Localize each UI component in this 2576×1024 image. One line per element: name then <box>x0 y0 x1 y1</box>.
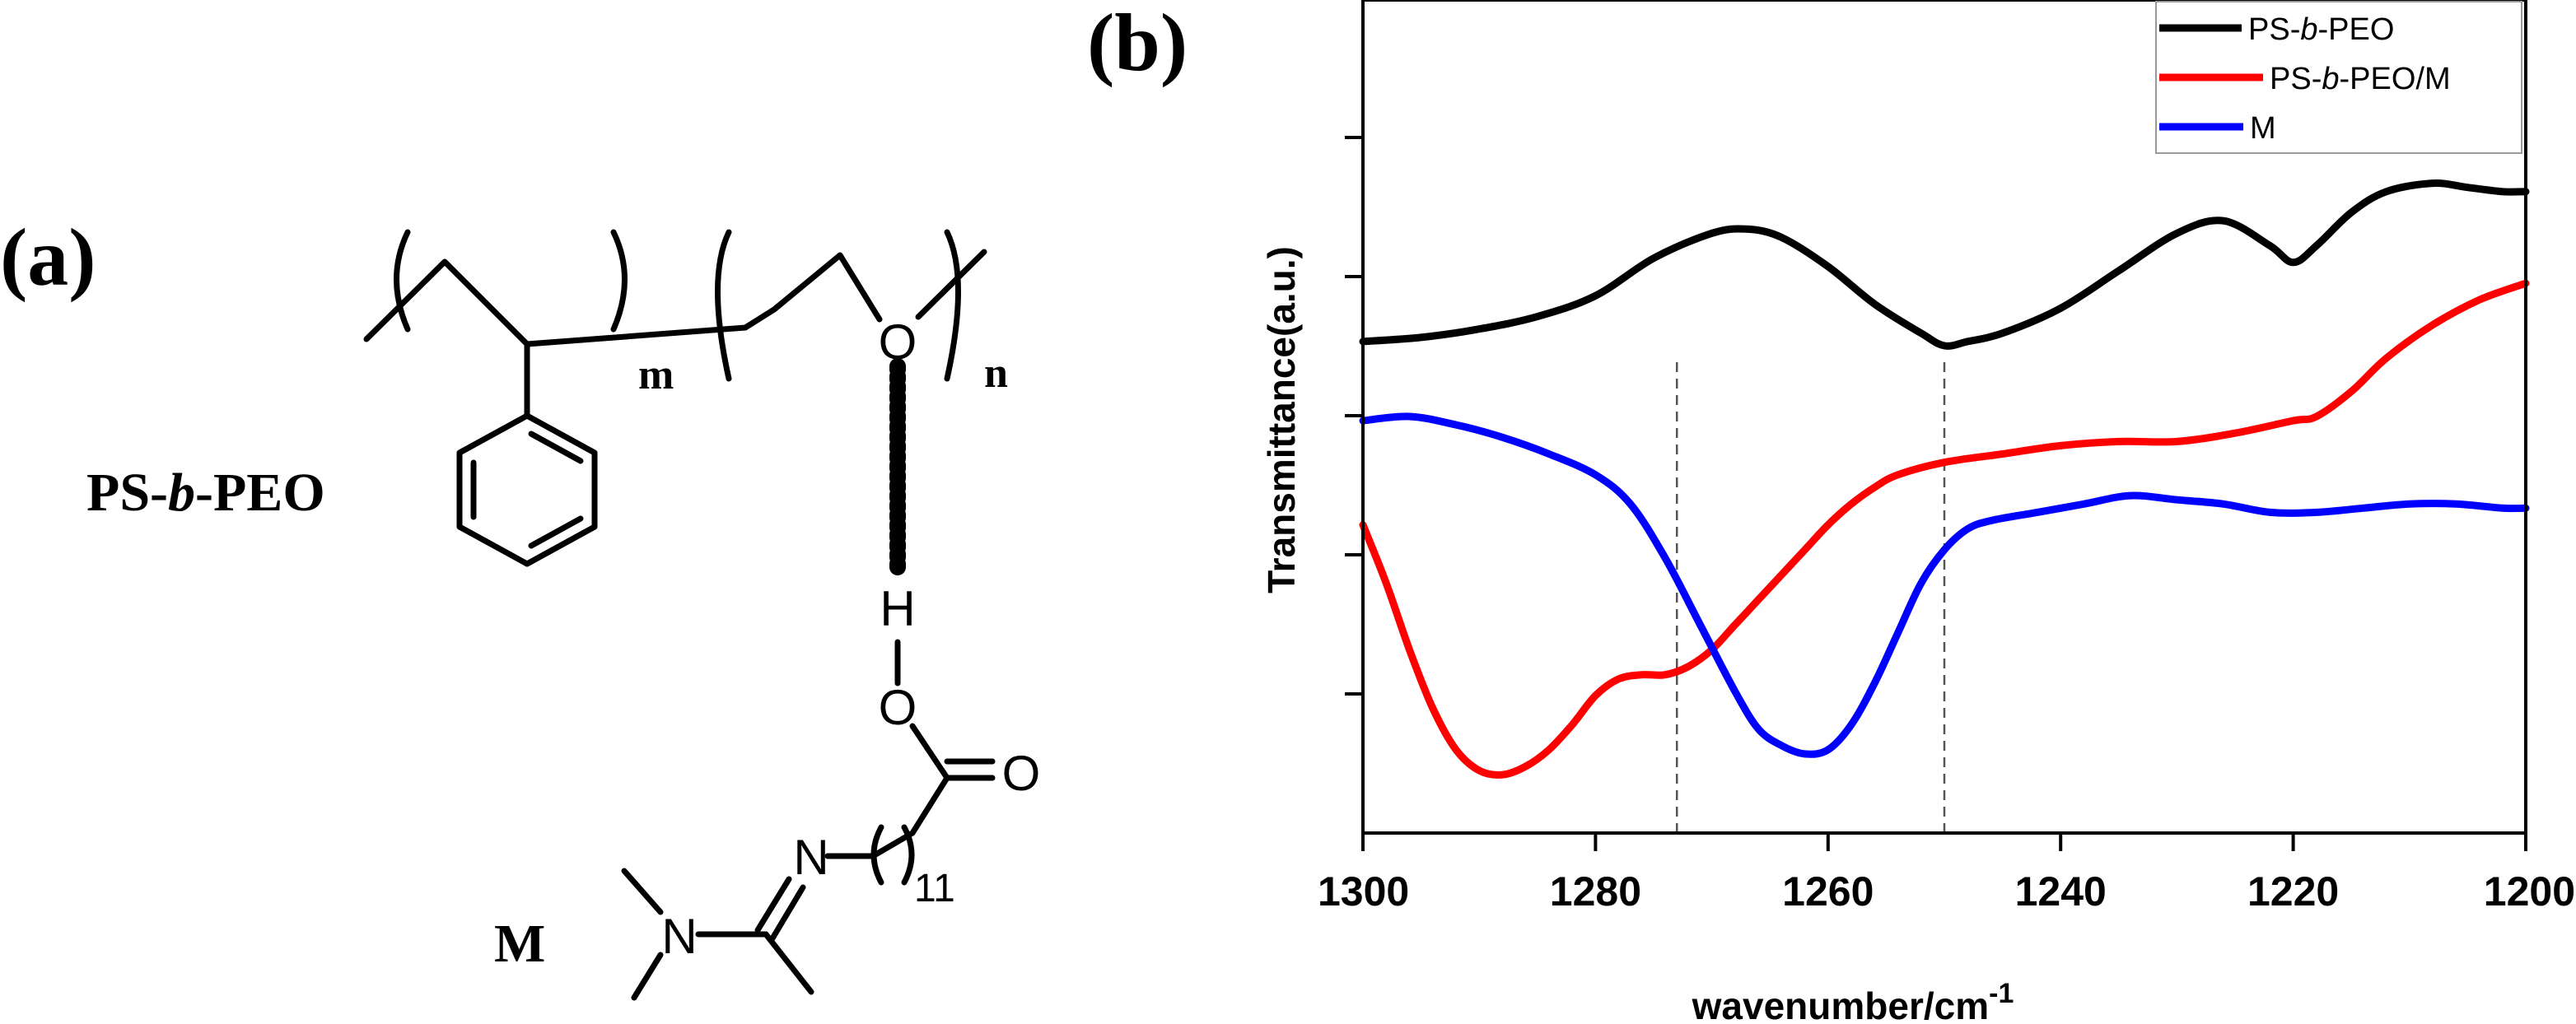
peo-close-bracket <box>944 229 961 382</box>
series-line-ps-b-peo-m <box>1359 279 2530 779</box>
series-line-m <box>1359 412 2530 758</box>
benzene-double-3 <box>528 515 584 549</box>
repeat-count-11: 11 <box>914 867 955 910</box>
imine-double-1 <box>754 876 792 933</box>
n-methyl-2 <box>631 952 664 1001</box>
x-tick-label-1220: 1220 <box>2247 868 2339 915</box>
x-tick-label-1200: 1200 <box>2484 868 2575 915</box>
peo-open-bracket <box>715 229 732 382</box>
acid-chain <box>870 723 950 859</box>
benzene-ring <box>456 412 598 567</box>
reference-lines <box>1675 362 1946 833</box>
peo-o-bond <box>915 249 987 320</box>
peo-backbone <box>742 252 883 331</box>
atom-o-hydroxyl: O <box>879 680 917 735</box>
legend-label-m: M <box>2250 111 2276 146</box>
series-lines <box>1359 179 2530 779</box>
subscript-m: m <box>638 351 674 398</box>
panel-a-structure: (a) <box>0 212 1040 1001</box>
ps-backbone <box>363 258 749 347</box>
atom-n-amine: N <box>661 909 697 964</box>
series-line-ps-b-peo <box>1359 179 2530 350</box>
legend: PS-b-PEO PS-b-PEO/M M <box>2155 1 2522 154</box>
benzene-double-2 <box>528 431 584 464</box>
x-tick-label-1280: 1280 <box>1550 868 1641 915</box>
x-ticks: 1300 1280 1260 1240 1220 1200 <box>1318 833 2575 915</box>
atom-o-carbonyl: O <box>1002 746 1041 801</box>
chain-close-bracket <box>901 824 915 886</box>
structure-atom-labels: O H O O N N 11 m n PS-b-PEO M <box>86 314 1040 974</box>
atom-n-imine: N <box>793 830 828 885</box>
atom-o-ether: O <box>879 314 917 370</box>
panel-b-label: (b) <box>1087 0 1188 88</box>
panel-b-chart: (b) Transmittance(a.u.) wavenumber/cm-1 … <box>1087 0 2575 1024</box>
legend-label-ps-b-peo-m: PS-b-PEO/M <box>2270 62 2451 96</box>
legend-label-ps-b-peo: PS-b-PEO <box>2248 12 2394 47</box>
molecule-m-label: M <box>494 914 545 974</box>
y-ticks <box>1345 136 1363 696</box>
polymer-name-label: PS-b-PEO <box>86 463 325 523</box>
panel-a-label: (a) <box>0 212 96 303</box>
atom-h: H <box>880 581 915 636</box>
polymer-structure <box>363 229 996 1001</box>
x-tick-label-1240: 1240 <box>2015 868 2107 915</box>
plot-area: 1300 1280 1260 1240 1220 1200 <box>1318 0 2575 915</box>
x-axis-label: wavenumber/cm-1 <box>1692 978 2014 1024</box>
ps-close-bracket <box>610 229 628 333</box>
x-tick-label-1260: 1260 <box>1782 868 1874 915</box>
y-axis-label: Transmittance(a.u.) <box>1260 246 1303 593</box>
imine-double-2 <box>769 884 806 942</box>
subscript-n: n <box>984 350 1008 397</box>
ps-open-bracket <box>394 229 411 333</box>
n-methyl-1 <box>621 868 664 915</box>
c-methyl-bond <box>763 931 814 995</box>
x-tick-label-1300: 1300 <box>1318 868 1409 915</box>
